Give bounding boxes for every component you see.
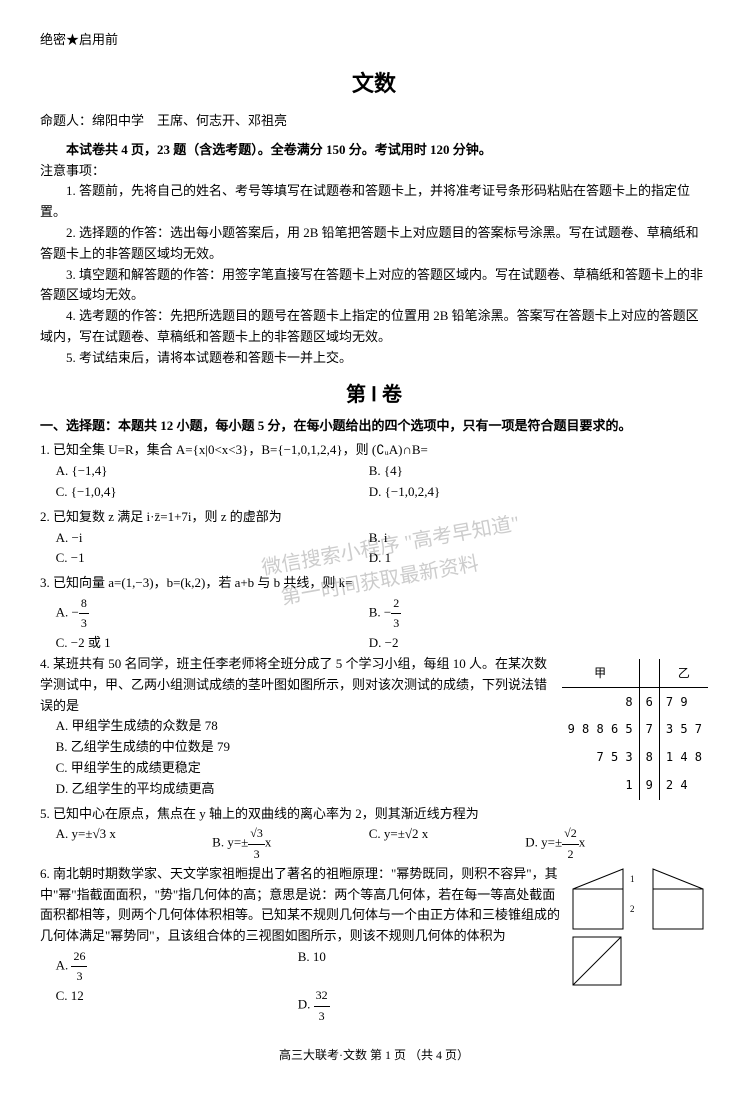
q5-optD: D. y=±√22x xyxy=(525,824,682,863)
q5-optB: B. y=±√33x xyxy=(212,824,369,863)
notice-label: 注意事项： xyxy=(40,161,708,182)
q6-optB: B. 10 xyxy=(298,947,540,986)
q4-optB: B. 乙组学生成绩的中位数是 79 xyxy=(40,737,552,758)
front-side-view-icon: 2 2 1 2 xyxy=(568,864,708,934)
q5-optB-prefix: B. y=± xyxy=(212,835,248,850)
q5-optD-den: 2 xyxy=(562,845,579,864)
q5-optB-suffix: x xyxy=(265,835,272,850)
q5-optB-num: √3 xyxy=(248,824,265,844)
q6-optC: C. 12 xyxy=(56,986,298,1025)
question-1: 1. 已知全集 U=R，集合 A={x|0<x<3}，B={−1,0,1,2,4… xyxy=(40,440,708,502)
section1-heading: 一、选择题：本题共 12 小题，每小题 5 分，在每小题给出的四个选项中，只有一… xyxy=(40,416,708,437)
sl-r0-s: 6 xyxy=(639,688,659,717)
sl-r0-r: 7 9 xyxy=(659,688,708,717)
q6-optD-den: 3 xyxy=(314,1007,330,1026)
notice-4: 4. 选考题的作答：先把所选题目的题号在答题卡上指定的位置用 2B 铅笔涂黑。答… xyxy=(40,306,708,348)
q6-optA-den: 3 xyxy=(71,967,87,986)
q5-optD-num: √2 xyxy=(562,824,579,844)
q2-stem: 2. 已知复数 z 满足 i·z̄=1+7i，则 z 的虚部为 xyxy=(40,507,708,528)
sl-r1-s: 7 xyxy=(639,716,659,744)
sl-r3-r: 2 4 xyxy=(659,772,708,800)
q3-optB-num: 2 xyxy=(391,594,401,614)
sl-r3-s: 9 xyxy=(639,772,659,800)
q5-optD-prefix: D. y=± xyxy=(525,835,562,850)
q3-optB-prefix: B. − xyxy=(369,605,392,620)
svg-text:2: 2 xyxy=(630,904,635,914)
q2-optA: A. −i xyxy=(56,528,369,549)
q3-optB: B. −23 xyxy=(369,594,682,633)
authors-line: 命题人：绵阳中学 王席、何志开、邓祖亮 xyxy=(40,111,708,132)
exam-title: 文数 xyxy=(40,66,708,101)
q3-optB-den: 3 xyxy=(391,614,401,633)
q4-optA: A. 甲组学生成绩的众数是 78 xyxy=(40,716,552,737)
question-2: 2. 已知复数 z 满足 i·z̄=1+7i，则 z 的虚部为 A. −i B.… xyxy=(40,507,708,569)
q4-stem: 4. 某班共有 50 名同学，班主任李老师将全班分成了 5 个学习小组，每组 1… xyxy=(40,654,552,716)
q6-optD: D. 323 xyxy=(298,986,540,1025)
q6-optD-num: 32 xyxy=(314,986,330,1006)
notice-3: 3. 填空题和解答题的作答：用签字笔直接写在答题卡上对应的答题区域内。写在试题卷… xyxy=(40,265,708,307)
q2-optB: B. i xyxy=(369,528,682,549)
svg-text:1: 1 xyxy=(630,874,635,884)
stemleaf-header-stem xyxy=(639,659,659,688)
q6-optD-prefix: D. xyxy=(298,997,314,1012)
stemleaf-header-left: 甲 xyxy=(562,659,640,688)
q6-stem: 6. 南北朝时期数学家、天文学家祖暅提出了著名的祖暅原理："幂势既同，则积不容异… xyxy=(40,864,560,947)
sl-r1-r: 3 5 7 xyxy=(659,716,708,744)
q3-optA-prefix: A. − xyxy=(56,605,79,620)
sl-r2-l: 7 5 3 xyxy=(562,744,640,772)
q5-optB-den: 3 xyxy=(248,845,265,864)
q6-optA: A. 263 xyxy=(56,947,298,986)
q2-optC: C. −1 xyxy=(56,548,369,569)
question-3: 3. 已知向量 a=(1,−3)，b=(k,2)，若 a+b 与 b 共线，则 … xyxy=(40,573,708,654)
question-5: 5. 已知中心在原点，焦点在 y 轴上的双曲线的离心率为 2，则其渐近线方程为 … xyxy=(40,804,708,864)
stem-leaf-plot: 甲 乙 867 9 9 8 8 6 573 5 7 7 5 381 4 8 19… xyxy=(562,659,708,800)
q1-optA: A. {−1,4} xyxy=(56,461,369,482)
confidential-mark: 绝密★启用前 xyxy=(40,30,708,51)
exam-info: 本试卷共 4 页，23 题（含选考题）。全卷满分 150 分。考试用时 120 … xyxy=(40,140,708,161)
stemleaf-header-right: 乙 xyxy=(659,659,708,688)
question-6: 6. 南北朝时期数学家、天文学家祖暅提出了著名的祖暅原理："幂势既同，则积不容异… xyxy=(40,864,708,1026)
q5-optD-suffix: x xyxy=(579,835,586,850)
part1-title: 第 Ⅰ 卷 xyxy=(40,379,708,411)
q6-optA-num: 26 xyxy=(71,947,87,967)
q5-optC: C. y=±√2 x xyxy=(369,824,526,863)
q3-optD: D. −2 xyxy=(369,633,682,654)
notice-1: 1. 答题前，先将自己的姓名、考号等填写在试题卷和答题卡上，并将准考证号条形码粘… xyxy=(40,181,708,223)
q1-optB: B. {4} xyxy=(369,461,682,482)
sl-r3-l: 1 xyxy=(562,772,640,800)
three-views-figure: 2 2 1 2 xyxy=(568,864,708,1026)
q1-optC: C. {−1,0,4} xyxy=(56,482,369,503)
q5-optA: A. y=±√3 x xyxy=(56,824,213,863)
page-footer: 高三大联考·文数 第 1 页 （共 4 页） xyxy=(40,1046,708,1065)
q6-optA-prefix: A. xyxy=(56,958,72,973)
sl-r1-l: 9 8 8 6 5 xyxy=(562,716,640,744)
notice-2: 2. 选择题的作答：选出每小题答案后，用 2B 铅笔把答题卡上对应题目的答案标号… xyxy=(40,223,708,265)
q3-optA-num: 8 xyxy=(79,594,89,614)
sl-r2-r: 1 4 8 xyxy=(659,744,708,772)
top-view-icon xyxy=(568,934,628,989)
q3-optA-den: 3 xyxy=(79,614,89,633)
question-4: 4. 某班共有 50 名同学，班主任李老师将全班分成了 5 个学习小组，每组 1… xyxy=(40,654,708,800)
q3-optC: C. −2 或 1 xyxy=(56,633,369,654)
q3-stem: 3. 已知向量 a=(1,−3)，b=(k,2)，若 a+b 与 b 共线，则 … xyxy=(40,573,708,594)
sl-r0-l: 8 xyxy=(562,688,640,717)
q2-optD: D. 1 xyxy=(369,548,682,569)
notice-5: 5. 考试结束后，请将本试题卷和答题卡一并上交。 xyxy=(40,348,708,369)
q5-stem: 5. 已知中心在原点，焦点在 y 轴上的双曲线的离心率为 2，则其渐近线方程为 xyxy=(40,804,708,825)
q4-optD: D. 乙组学生的平均成绩更高 xyxy=(40,779,552,800)
q1-optD: D. {−1,0,2,4} xyxy=(369,482,682,503)
q4-optC: C. 甲组学生的成绩更稳定 xyxy=(40,758,552,779)
q3-optA: A. −83 xyxy=(56,594,369,633)
sl-r2-s: 8 xyxy=(639,744,659,772)
q1-stem: 1. 已知全集 U=R，集合 A={x|0<x<3}，B={−1,0,1,2,4… xyxy=(40,440,708,461)
